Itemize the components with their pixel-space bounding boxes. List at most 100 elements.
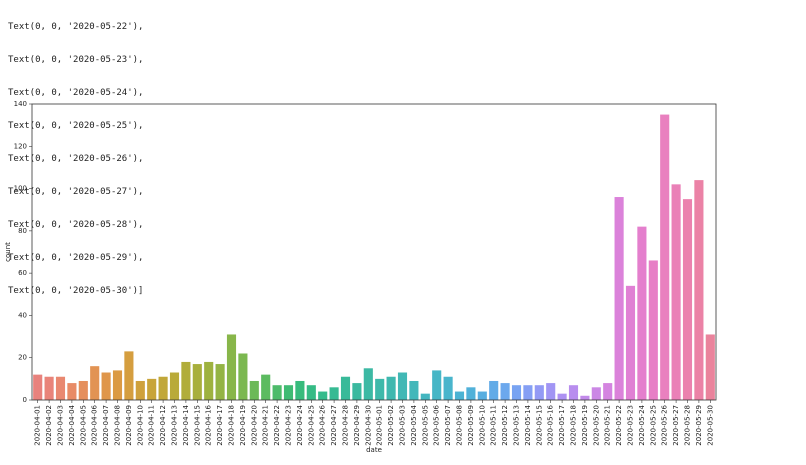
x-tick-label: 2020-04-25 <box>307 405 315 446</box>
bar <box>637 226 647 400</box>
x-tick-label: 2020-05-16 <box>547 404 555 445</box>
bar <box>443 376 453 400</box>
bar <box>249 380 259 400</box>
console-output: Text(0, 0, '2020-05-22'), Text(0, 0, '20… <box>8 0 143 308</box>
bar <box>124 351 134 400</box>
bar <box>375 378 385 400</box>
x-tick-label: 2020-05-09 <box>467 405 475 446</box>
bar <box>591 387 601 400</box>
x-tick-label: 2020-05-06 <box>433 404 441 445</box>
x-tick-label: 2020-04-10 <box>136 405 144 446</box>
x-tick-label: 2020-05-20 <box>592 405 600 446</box>
x-tick-label: 2020-05-05 <box>421 405 429 446</box>
x-tick-label: 2020-04-07 <box>102 405 110 446</box>
bar <box>147 378 157 400</box>
bar <box>33 374 43 400</box>
bar <box>454 391 465 400</box>
x-tick-label: 2020-05-11 <box>490 405 498 446</box>
x-tick-label: 2020-04-04 <box>68 404 76 445</box>
x-tick-label: 2020-05-07 <box>444 405 452 446</box>
x-tick-label: 2020-04-21 <box>262 405 270 446</box>
x-tick-label: 2020-04-26 <box>319 404 327 445</box>
bar <box>386 376 396 400</box>
x-tick-label: 2020-04-24 <box>296 404 304 445</box>
x-tick-label: 2020-04-08 <box>114 405 122 446</box>
console-line: Text(0, 0, '2020-05-28'), <box>8 220 144 230</box>
console-line: Text(0, 0, '2020-05-26'), <box>8 154 144 164</box>
bar <box>192 364 202 400</box>
x-tick-label: 2020-05-10 <box>478 405 486 446</box>
y-tick-label: 80 <box>18 227 27 235</box>
x-tick-label: 2020-05-13 <box>513 405 521 446</box>
bar <box>363 368 373 400</box>
bar <box>511 385 522 400</box>
x-axis: 2020-04-01 2020-04-02 2020-04-03 2020-04-04… <box>34 400 714 446</box>
x-tick-label: 2020-04-14 <box>182 404 190 445</box>
x-tick-label: 2020-05-27 <box>672 405 680 446</box>
bar <box>135 380 145 400</box>
x-tick-label: 2020-04-27 <box>330 405 338 446</box>
x-tick-label: 2020-04-13 <box>171 405 179 446</box>
x-tick-label: 2020-04-15 <box>193 405 201 446</box>
bar <box>90 366 100 400</box>
x-tick-label: 2020-04-03 <box>57 405 65 446</box>
x-tick-label: 2020-04-28 <box>342 405 350 446</box>
y-tick-label: 40 <box>18 311 27 319</box>
bar <box>55 376 66 400</box>
bar <box>682 199 693 400</box>
bar <box>101 372 111 400</box>
x-tick-label: 2020-05-15 <box>535 405 543 446</box>
x-tick-label: 2020-04-30 <box>364 405 372 446</box>
bar <box>694 180 704 400</box>
bar <box>169 372 180 400</box>
bar <box>625 285 636 400</box>
bar <box>568 385 579 400</box>
bar <box>660 114 670 400</box>
bar <box>318 391 328 400</box>
bar <box>477 391 487 400</box>
y-tick-label: 60 <box>18 269 27 277</box>
x-tick-label: 2020-05-17 <box>558 405 566 446</box>
bar <box>466 387 476 400</box>
bar <box>295 380 305 400</box>
x-tick-label: 2020-04-18 <box>228 405 236 446</box>
x-tick-label: 2020-04-02 <box>45 405 53 446</box>
x-tick-label: 2020-05-30 <box>706 405 714 446</box>
bar <box>340 376 351 400</box>
console-line: Text(0, 0, '2020-05-22'), <box>8 22 144 32</box>
x-tick-label: 2020-05-28 <box>684 405 692 446</box>
bar <box>420 393 430 400</box>
x-tick-label: 2020-04-23 <box>285 405 293 446</box>
bar <box>648 260 658 400</box>
bar <box>78 380 88 400</box>
bar <box>272 385 282 400</box>
console-line: Text(0, 0, '2020-05-23'), <box>8 55 144 65</box>
console-line: Text(0, 0, '2020-05-29'), <box>8 253 144 263</box>
x-tick-label: 2020-04-09 <box>125 405 133 446</box>
x-tick-label: 2020-04-12 <box>159 405 167 446</box>
bar <box>306 385 316 400</box>
bar <box>489 380 499 400</box>
console-line: Text(0, 0, '2020-05-30')] <box>8 286 144 296</box>
x-tick-label: 2020-04-20 <box>250 405 258 446</box>
x-tick-label: 2020-05-08 <box>456 405 464 446</box>
console-line: Text(0, 0, '2020-05-27'), <box>8 187 144 197</box>
bar <box>67 383 77 400</box>
x-tick-label: 2020-04-01 <box>34 405 42 446</box>
bar <box>226 334 237 400</box>
x-tick-label: 2020-04-22 <box>273 405 281 446</box>
x-tick-label: 2020-04-05 <box>79 405 87 446</box>
x-tick-label: 2020-05-25 <box>649 405 657 446</box>
bar <box>671 184 681 400</box>
x-tick-label: 2020-05-03 <box>399 405 407 446</box>
bar <box>181 361 191 400</box>
bar <box>215 364 225 400</box>
bar <box>705 334 715 400</box>
y-tick-label: 140 <box>14 100 27 108</box>
x-tick-label: 2020-05-29 <box>695 405 703 446</box>
x-tick-label: 2020-04-29 <box>353 405 361 446</box>
bar <box>329 387 339 400</box>
x-tick-label: 2020-05-26 <box>661 404 669 445</box>
bar <box>238 353 248 400</box>
